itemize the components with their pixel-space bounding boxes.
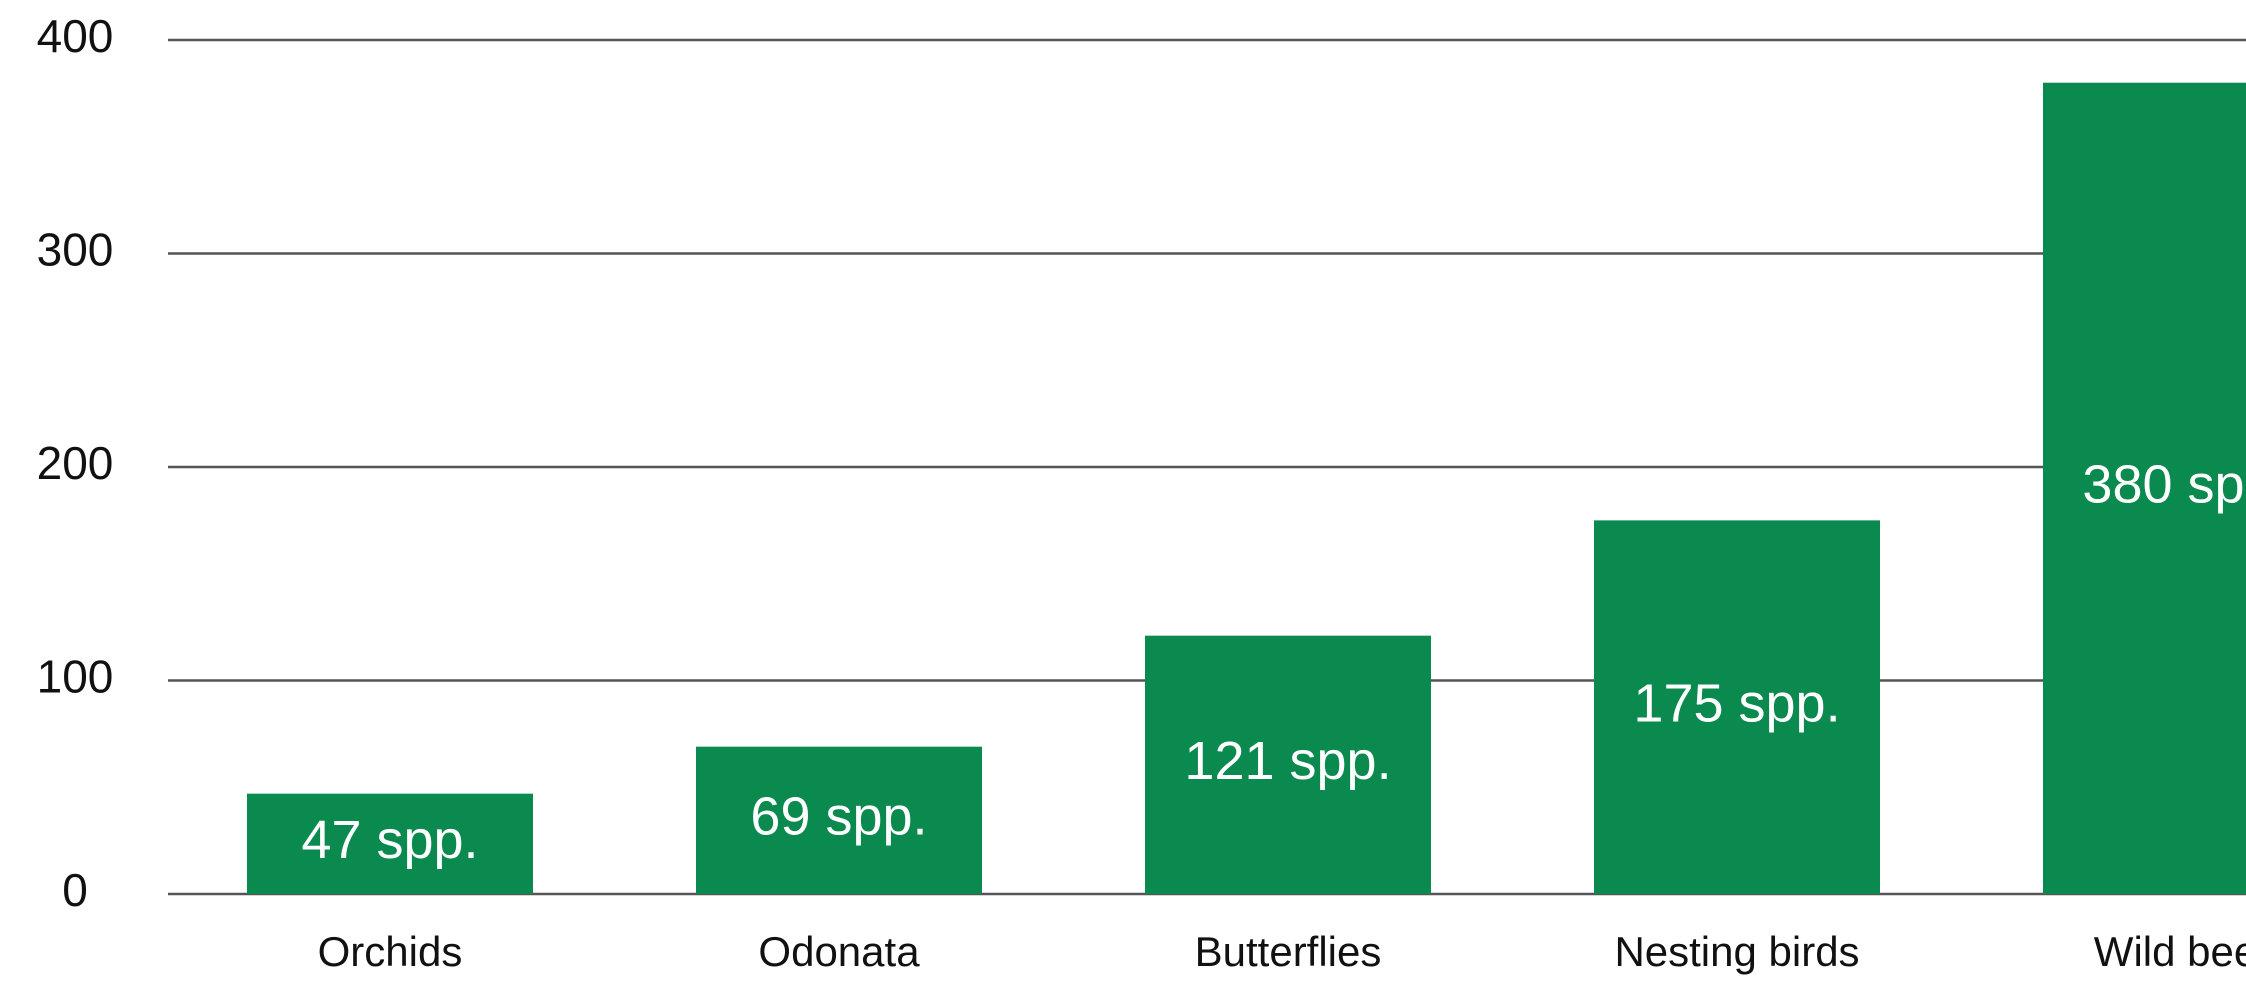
value-label: 69 spp. — [750, 787, 927, 847]
value-label: 47 spp. — [301, 810, 478, 870]
x-tick-label: Orchids — [318, 928, 463, 975]
value-label: 175 spp. — [1633, 673, 1840, 733]
x-tick-label: Wild bees — [2094, 928, 2246, 975]
chart: 0 100 200 300 400 Orchids 47 spp. Odonata 69 spp… — [0, 0, 2246, 983]
page: 0 100 200 300 400 Orchids 47 spp. Odonata 69 spp… — [0, 0, 2246, 983]
y-tick-label: 0 — [62, 864, 88, 916]
y-tick-label: 200 — [37, 437, 114, 489]
value-label: 380 spp. — [2082, 455, 2246, 515]
x-tick-label: Nesting birds — [1614, 928, 1859, 975]
x-tick-label: Butterflies — [1195, 928, 1382, 975]
value-label: 121 spp. — [1184, 731, 1391, 791]
y-tick-label: 400 — [37, 10, 114, 62]
x-tick-label: Odonata — [758, 928, 920, 975]
y-tick-label: 300 — [37, 224, 114, 276]
y-tick-label: 100 — [37, 651, 114, 703]
